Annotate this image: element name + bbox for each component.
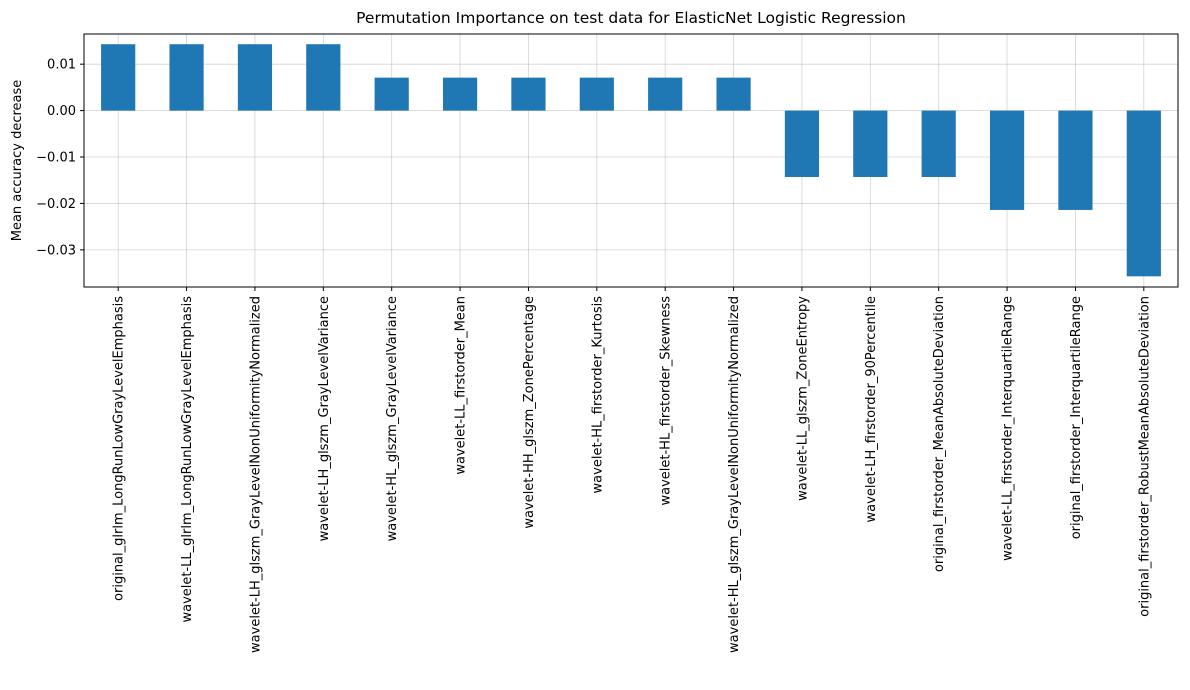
bar [374,77,409,111]
bar [1126,110,1161,277]
y-tick-label: −0.03 [36,243,76,258]
x-tick-label: wavelet-HL_firstorder_Skewness [659,296,674,506]
y-tick-label: 0.00 [47,104,76,119]
x-tick-label: wavelet-HL_firstorder_Kurtosis [590,296,605,494]
chart-title: Permutation Importance on test data for … [356,9,906,27]
x-tick-label: original_firstorder_InterquartileRange [1069,296,1084,539]
y-tick-label: 0.01 [47,58,76,73]
bar [237,44,273,111]
bar [716,77,751,111]
bar [648,77,683,111]
bar [101,44,136,111]
ticks-layer: 0.01 0.00 −0.01 −0.02 −0.03 original_glrlm_Lo… [36,58,1152,653]
bar [784,110,820,177]
bar [579,77,614,111]
y-tick-label: −0.02 [36,197,76,212]
x-tick-label: wavelet-LH_firstorder_90Percentile [864,296,879,522]
x-tick-label: original_glrlm_LongRunLowGrayLevelEmphas… [112,296,127,601]
bar [989,110,1025,210]
y-axis-label: Mean accuracy decrease [10,80,25,242]
bar [442,77,478,111]
bar [1058,110,1093,210]
x-tick-label: wavelet-LL_glszm_ZoneEntropy [795,296,810,501]
x-tick-label: original_firstorder_MeanAbsoluteDeviatio… [932,296,947,572]
bar [921,110,956,177]
x-tick-label: wavelet-LL_firstorder_Mean [454,296,469,475]
bar [511,77,546,111]
x-tick-label: original_firstorder_RobustMeanAbsoluteDe… [1137,296,1152,617]
x-tick-label: wavelet-LL_glrlm_LongRunLowGrayLevelEmph… [180,296,195,623]
x-tick-label: wavelet-HL_glszm_GrayLevelNonUniformityN… [727,296,742,653]
x-tick-label: wavelet-HH_glszm_ZonePercentage [522,296,537,529]
x-tick-label: wavelet-LH_glszm_GrayLevelNonUniformityN… [248,296,263,653]
bars-layer [101,44,1161,277]
bar [306,44,341,111]
plot-frame [83,33,1179,288]
x-tick-label: wavelet-LH_glszm_GrayLevelVariance [317,296,332,541]
bar [853,110,888,177]
bar [169,44,204,111]
x-tick-label: wavelet-HL_glszm_GrayLevelVariance [385,296,400,541]
y-tick-label: −0.01 [36,151,76,166]
x-tick-label: wavelet-LL_firstorder_InterquartileRange [1001,296,1016,561]
